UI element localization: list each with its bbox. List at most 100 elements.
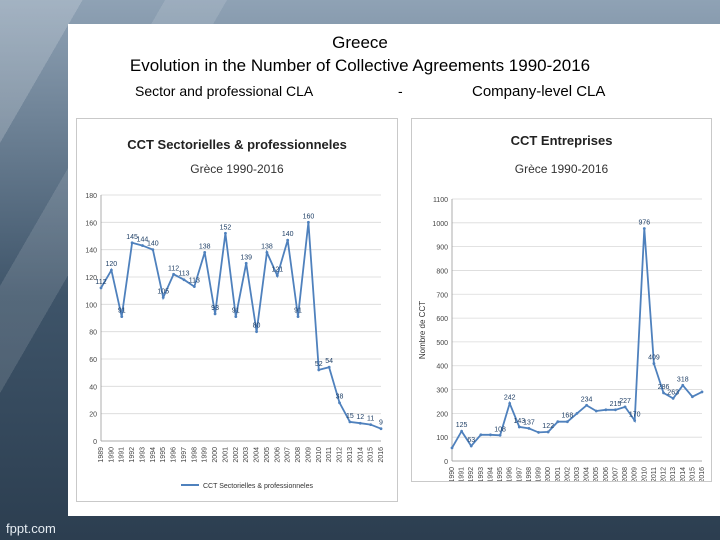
data-point bbox=[489, 433, 492, 437]
y-tick-label: 500 bbox=[436, 340, 448, 347]
data-label: 112 bbox=[95, 279, 106, 286]
data-label: 113 bbox=[178, 271, 189, 278]
legend-label: CCT Sectorielles & professionneles bbox=[203, 483, 313, 490]
x-tick-label: 1994 bbox=[150, 447, 157, 463]
data-point bbox=[527, 426, 531, 430]
y-tick-label: 400 bbox=[436, 364, 448, 371]
data-label: 80 bbox=[253, 323, 261, 330]
data-label: 122 bbox=[542, 423, 554, 430]
data-label: 140 bbox=[147, 241, 159, 248]
data-point bbox=[379, 427, 383, 431]
sector-chart-svg: CCT Sectorielles & professionneles Grèce … bbox=[85, 137, 385, 490]
x-tick-label: 2014 bbox=[357, 447, 364, 463]
data-point bbox=[700, 390, 704, 394]
series-line bbox=[100, 222, 382, 430]
data-point bbox=[460, 429, 464, 433]
data-label: 137 bbox=[523, 419, 535, 426]
data-label: 168 bbox=[562, 413, 574, 420]
data-point bbox=[546, 430, 550, 434]
data-label: 120 bbox=[106, 261, 118, 268]
data-label: 160 bbox=[303, 213, 315, 220]
x-tick-label: 1998 bbox=[526, 467, 533, 481]
data-label: 140 bbox=[282, 231, 294, 238]
y-tick-label: 160 bbox=[85, 220, 97, 227]
y-tick-label: 200 bbox=[436, 411, 448, 418]
data-point bbox=[479, 433, 483, 437]
data-point bbox=[307, 220, 310, 224]
x-tick-label: 1990 bbox=[108, 447, 115, 463]
y-tick-label: 40 bbox=[89, 384, 97, 391]
x-tick-label: 2015 bbox=[689, 467, 696, 481]
data-point bbox=[234, 315, 238, 319]
data-label: 263 bbox=[667, 389, 679, 396]
data-point bbox=[130, 241, 134, 245]
data-point bbox=[182, 278, 186, 282]
data-point bbox=[594, 409, 598, 413]
x-tick-label: 1999 bbox=[536, 467, 543, 481]
x-tick-label: 1993 bbox=[478, 467, 485, 481]
data-label: 108 bbox=[494, 426, 506, 433]
x-tick-label: 1999 bbox=[202, 447, 209, 463]
data-point bbox=[244, 261, 248, 265]
data-label: 91 bbox=[118, 308, 126, 315]
data-label: 227 bbox=[619, 398, 631, 405]
data-label: 52 bbox=[315, 361, 323, 368]
y-tick-label: 700 bbox=[436, 292, 448, 299]
x-tick-label: 2013 bbox=[670, 467, 677, 481]
data-point bbox=[255, 330, 258, 334]
x-tick-label: 1992 bbox=[129, 447, 136, 463]
y-tick-label: 800 bbox=[436, 268, 448, 275]
x-tick-label: 1991 bbox=[119, 447, 126, 463]
x-tick-label: 1989 bbox=[98, 447, 105, 463]
data-label: 15 bbox=[346, 413, 354, 420]
data-label: 215 bbox=[610, 401, 622, 408]
x-tick-label: 2008 bbox=[295, 447, 302, 463]
data-point bbox=[172, 272, 175, 276]
data-point bbox=[662, 391, 665, 395]
x-tick-label: 2007 bbox=[612, 467, 619, 481]
data-point bbox=[317, 368, 321, 372]
data-point bbox=[623, 405, 627, 409]
x-tick-label: 2010 bbox=[316, 447, 323, 463]
x-tick-label: 2016 bbox=[699, 467, 706, 481]
data-point bbox=[327, 365, 331, 369]
x-tick-label: 2000 bbox=[212, 447, 219, 463]
data-point bbox=[141, 244, 144, 247]
x-tick-label: 2008 bbox=[622, 467, 629, 481]
x-tick-label: 2015 bbox=[368, 447, 375, 463]
x-tick-label: 2009 bbox=[632, 467, 639, 481]
y-tick-label: 60 bbox=[89, 357, 97, 364]
x-tick-label: 2013 bbox=[347, 447, 354, 463]
slide-title: Greece bbox=[332, 33, 388, 52]
x-tick-label: 1993 bbox=[139, 447, 146, 463]
y-tick-label: 300 bbox=[436, 388, 448, 395]
data-label: 54 bbox=[325, 358, 333, 365]
x-tick-label: 1996 bbox=[171, 447, 178, 463]
x-tick-label: 2005 bbox=[593, 467, 600, 481]
data-label: 139 bbox=[240, 254, 252, 261]
x-tick-label: 2003 bbox=[574, 467, 581, 481]
slide-subtitle: Evolution in the Number of Collective Ag… bbox=[129, 56, 591, 75]
x-tick-label: 2012 bbox=[337, 447, 344, 463]
y-tick-label: 0 bbox=[444, 459, 448, 466]
data-label: 9 bbox=[379, 420, 383, 427]
y-tick-label: 100 bbox=[85, 302, 97, 309]
data-point bbox=[671, 396, 675, 400]
data-point bbox=[99, 286, 103, 290]
data-point bbox=[286, 238, 290, 242]
data-label: 121 bbox=[271, 267, 283, 274]
y-tick-label: 180 bbox=[85, 193, 97, 200]
chart-subtitle: Grèce 1990-2016 bbox=[515, 162, 609, 176]
chart-subtitle: Grèce 1990-2016 bbox=[190, 162, 284, 176]
data-point bbox=[213, 312, 217, 316]
y-tick-label: 900 bbox=[436, 245, 448, 252]
data-label: 138 bbox=[261, 243, 273, 250]
data-point bbox=[338, 401, 341, 405]
x-tick-label: 2001 bbox=[222, 447, 229, 463]
data-point bbox=[450, 446, 454, 450]
x-tick-label: 2016 bbox=[378, 447, 385, 463]
data-label: 242 bbox=[504, 394, 516, 401]
series-line bbox=[451, 228, 703, 449]
data-label: 143 bbox=[513, 418, 525, 425]
x-tick-label: 2014 bbox=[680, 467, 687, 481]
